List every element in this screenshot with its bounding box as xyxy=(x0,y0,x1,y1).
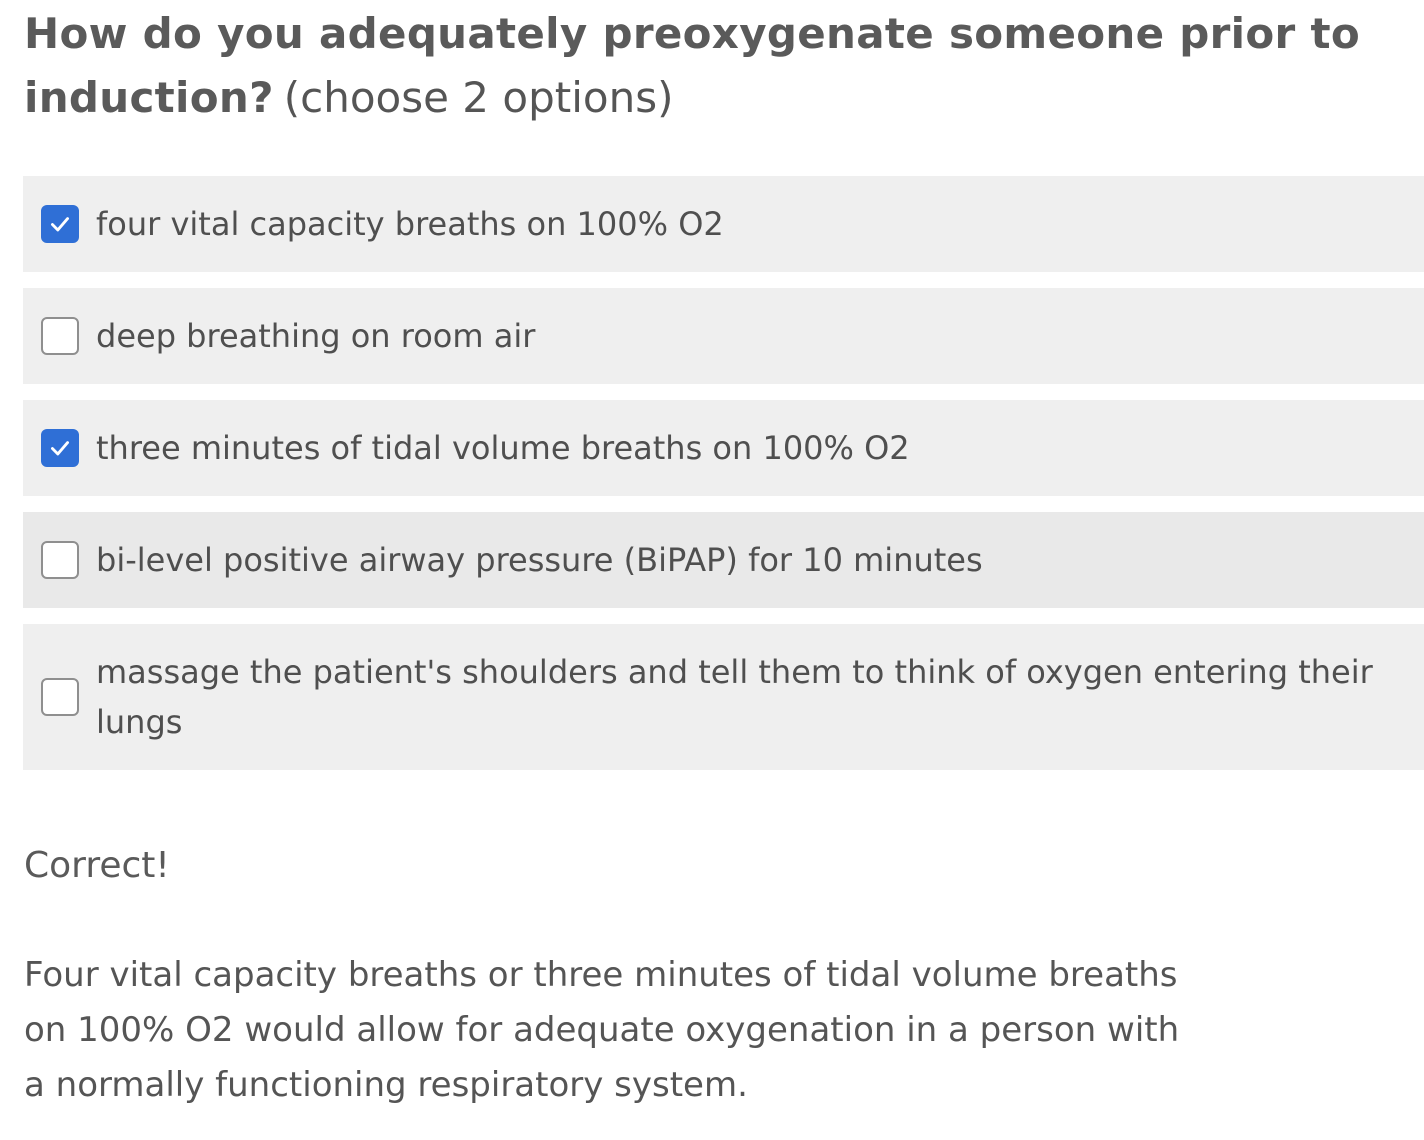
feedback-status: Correct! xyxy=(24,845,170,886)
checkbox-unchecked-icon[interactable] xyxy=(41,317,79,355)
option-4[interactable]: bi-level positive airway pressure (BiPAP… xyxy=(23,512,1424,608)
option-label: deep breathing on room air xyxy=(96,317,536,355)
option-2[interactable]: deep breathing on room air xyxy=(23,288,1424,384)
option-1[interactable]: four vital capacity breaths on 100% O2 xyxy=(23,176,1424,272)
option-label: three minutes of tidal volume breaths on… xyxy=(96,429,910,467)
option-3[interactable]: three minutes of tidal volume breaths on… xyxy=(23,400,1424,496)
option-label: four vital capacity breaths on 100% O2 xyxy=(96,205,724,243)
option-5[interactable]: massage the patient's shoulders and tell… xyxy=(23,624,1424,770)
question-stem: How do you adequately preoxygenate someo… xyxy=(24,9,1361,122)
feedback-explanation: Four vital capacity breaths or three min… xyxy=(24,955,1180,1105)
option-label: bi-level positive airway pressure (BiPAP… xyxy=(96,541,983,579)
checkbox-unchecked-icon[interactable] xyxy=(41,678,79,716)
answer-options: four vital capacity breaths on 100% O2 d… xyxy=(23,176,1424,786)
question-text: How do you adequately preoxygenate someo… xyxy=(24,2,1404,130)
checkbox-checked-icon[interactable] xyxy=(41,205,79,243)
checkbox-checked-icon[interactable] xyxy=(41,429,79,467)
question-hint: (choose 2 options) xyxy=(283,73,674,122)
checkbox-unchecked-icon[interactable] xyxy=(41,541,79,579)
option-label: massage the patient's shoulders and tell… xyxy=(96,653,1373,741)
